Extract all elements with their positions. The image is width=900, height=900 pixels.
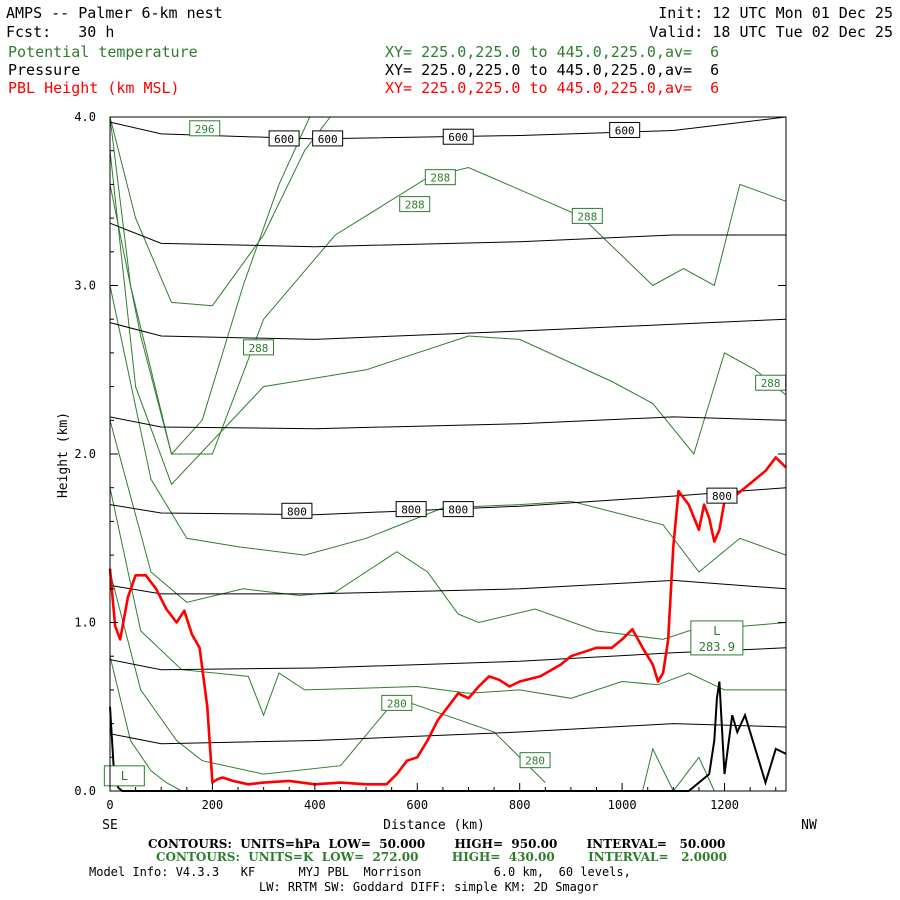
contour-label-box-14 (381, 694, 413, 711)
pressure-contour-900 (109, 647, 787, 671)
field-theta-name: Potential temperature (8, 43, 198, 61)
contour-label-3: 600 (448, 131, 468, 144)
contour-label-14: 280 (387, 697, 407, 710)
extrema-box-1 (103, 765, 145, 787)
pressure-contour-850 (109, 579, 787, 595)
contour-label-box-4 (609, 121, 641, 138)
pbl-height-series (108, 456, 787, 786)
contour-label-5: 288 (430, 172, 450, 185)
contour-label-4: 600 (615, 124, 635, 137)
contour-label-box-10 (281, 502, 313, 519)
x-tick-label-1000: 1000 (608, 798, 637, 812)
contour-label-box-12 (442, 501, 474, 518)
pressure-contour-700 (109, 318, 787, 340)
contour-label-box-11 (395, 501, 427, 518)
theta-contour-0 (109, 116, 331, 307)
contour-label-box-8 (243, 339, 275, 356)
axes: 0 200 400 600 800 1000 1200 0.0 1.0 2.0 3.0 4.0 (74, 110, 786, 812)
contour-label-13: 800 (712, 490, 732, 503)
forecast-hour: Fcst: 30 h (6, 23, 115, 41)
theta-contour-8 (109, 656, 182, 792)
field-pbl-xy: XY= 225.0,225.0 to 445.0,225.0,av= 6 (385, 79, 720, 97)
contour-label-1: 600 (274, 133, 294, 146)
x-tick-label-200: 200 (202, 798, 224, 812)
contour-label-0: 296 (195, 123, 215, 136)
theta-contour-5 (109, 420, 787, 640)
contour-label-6: 288 (405, 199, 425, 212)
extrema-letter-0: L (713, 624, 720, 638)
contour-label-box-2 (312, 130, 344, 147)
pressure-contour-750 (109, 416, 787, 430)
contour-label-box-0 (189, 120, 221, 137)
field-pressure-xy: XY= 225.0,225.0 to 445.0,225.0,av= 6 (385, 61, 720, 79)
contour-label-9: 288 (761, 377, 781, 390)
extrema-box-0 (690, 620, 744, 656)
y-tick-label-0.0: 0.0 (74, 784, 96, 798)
contour-label-10: 800 (287, 505, 307, 518)
field-pressure-name: Pressure (8, 61, 81, 79)
pressure-contour-info: CONTOURS: UNITS=hPa LOW= 50.000 HIGH= 95… (148, 837, 726, 851)
theta-contour-2 (109, 116, 787, 455)
contour-label-box-1 (268, 130, 300, 147)
theta-contour-4 (109, 285, 787, 573)
field-pbl-name: PBL Height (km MSL) (8, 79, 180, 97)
x-tick-label-400: 400 (304, 798, 326, 812)
contour-label-box-3 (442, 128, 474, 145)
pbl-height-line (108, 456, 787, 786)
contour-label-12: 800 (448, 504, 468, 517)
init-time: Init: 12 UTC Mon 01 Dec 25 (658, 4, 893, 22)
contour-label-8: 288 (249, 342, 269, 355)
contour-label-box-5 (424, 169, 456, 186)
pressure-contours (109, 116, 787, 745)
y-tick-label-1.0: 1.0 (74, 616, 96, 630)
x-tick-label-0: 0 (106, 798, 113, 812)
valid-time: Valid: 18 UTC Tue 02 Dec 25 (649, 23, 893, 41)
x-tick-label-1200: 1200 (710, 798, 739, 812)
model-title: AMPS -- Palmer 6-km nest (6, 4, 223, 22)
contour-label-7: 288 (577, 210, 597, 223)
extrema-value-0: 283.9 (699, 640, 735, 654)
contour-label-box-13 (706, 487, 738, 504)
contour-label-box-15 (519, 752, 551, 769)
x-end-label-right: NW (801, 818, 817, 833)
theta-contour-3 (109, 150, 787, 486)
y-tick-label-3.0: 3.0 (74, 279, 96, 293)
theta-contour-info: CONTOURS: UNITS=K LOW= 272.00 HIGH= 430.… (156, 850, 727, 864)
extrema-letter-1: L (121, 769, 128, 783)
x-axis-label: Distance (km) (383, 818, 485, 833)
field-theta-xy: XY= 225.0,225.0 to 445.0,225.0,av= 6 (385, 43, 720, 61)
theta-contour-6 (109, 487, 786, 717)
y-tick-label-4.0: 4.0 (74, 110, 96, 124)
contour-labels: 296 600 600 600 600 288 288 288 288 288 800 800 800 8… (103, 120, 787, 787)
theta-contour-7 (109, 571, 546, 783)
contour-label-box-7 (571, 207, 603, 224)
theta-contour-9 (642, 747, 715, 792)
model-info: Model Info: V4.3.3 KF MYJ PBL Morrison 6… (89, 865, 631, 879)
contour-label-2: 600 (318, 133, 338, 146)
x-tick-label-600: 600 (406, 798, 428, 812)
x-tick-label-800: 800 (509, 798, 531, 812)
physics-info: LW: RRTM SW: Goddard DIFF: simple KM: 2D… (259, 880, 599, 894)
contour-label-box-6 (399, 196, 431, 213)
theta-contours (109, 116, 787, 792)
pressure-contour-650 (109, 222, 786, 248)
y-axis-label: Height (km) (56, 412, 71, 498)
contour-label-15: 280 (525, 755, 545, 768)
pressure-contour-600 (109, 116, 787, 140)
y-tick-label-2.0: 2.0 (74, 447, 96, 461)
theta-contour-1 (109, 116, 311, 456)
pressure-contour-950 (109, 723, 787, 745)
x-end-label-left: SE (102, 818, 118, 833)
contour-label-11: 800 (401, 504, 421, 517)
